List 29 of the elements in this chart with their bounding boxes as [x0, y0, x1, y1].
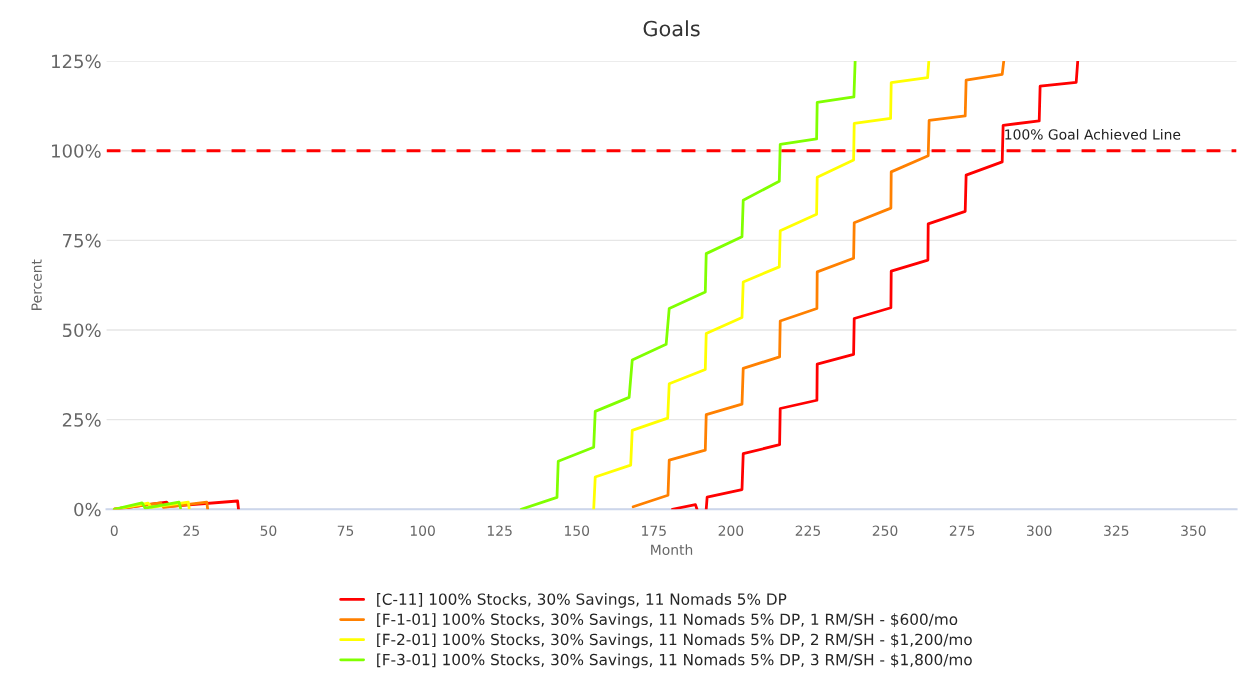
y-tick-label: 100% [52, 144, 101, 158]
x-tick-label: 300 [1027, 525, 1052, 536]
x-tick-label: 275 [949, 525, 975, 536]
ref-line-label: 100% Goal Achieved Line [1005, 128, 1181, 140]
y-axis-title: Percent [31, 259, 42, 310]
x-tick-label: 200 [718, 525, 744, 536]
x-tick-label: 75 [337, 525, 354, 536]
x-tick-label: 0 [110, 525, 118, 536]
legend-label: [C-11] 100% Stocks, 30% Savings, 11 Nomads 5% DP [377, 593, 787, 608]
y-tick-label: 125% [52, 54, 101, 69]
x-tick-label: 25 [183, 525, 199, 536]
y-tick-label: 25% [62, 413, 101, 427]
x-axis-title: Month [651, 544, 693, 555]
x-tick-label: 50 [260, 525, 277, 536]
legend-label: [F-1-01] 100% Stocks, 30% Savings, 11 Nomads 5% DP, 1 RM/SH - $600/mo [377, 613, 958, 629]
x-tick-label: 125 [487, 525, 512, 536]
x-tick-label: 250 [872, 525, 898, 536]
x-tick-label: 100 [410, 525, 435, 536]
x-tick-label: 325 [1104, 525, 1129, 536]
x-tick-label: 175 [642, 525, 666, 536]
legend-label: [F-3-01] 100% Stocks, 30% Savings, 11 Nomads 5% DP, 3 RM/SH - $1,800/mo [377, 653, 972, 669]
y-tick-label: 0% [74, 502, 101, 517]
x-tick-label: 150 [565, 525, 590, 536]
legend-label: [F-2-01] 100% Stocks, 30% Savings, 11 Nomads 5% DP, 2 RM/SH - $1,200/mo [377, 633, 972, 649]
y-tick-label: 75% [63, 233, 101, 248]
x-tick-label: 350 [1181, 525, 1206, 536]
y-tick-label: 50% [62, 323, 101, 338]
chart-title: Goals [643, 20, 700, 37]
x-tick-label: 225 [795, 525, 821, 536]
